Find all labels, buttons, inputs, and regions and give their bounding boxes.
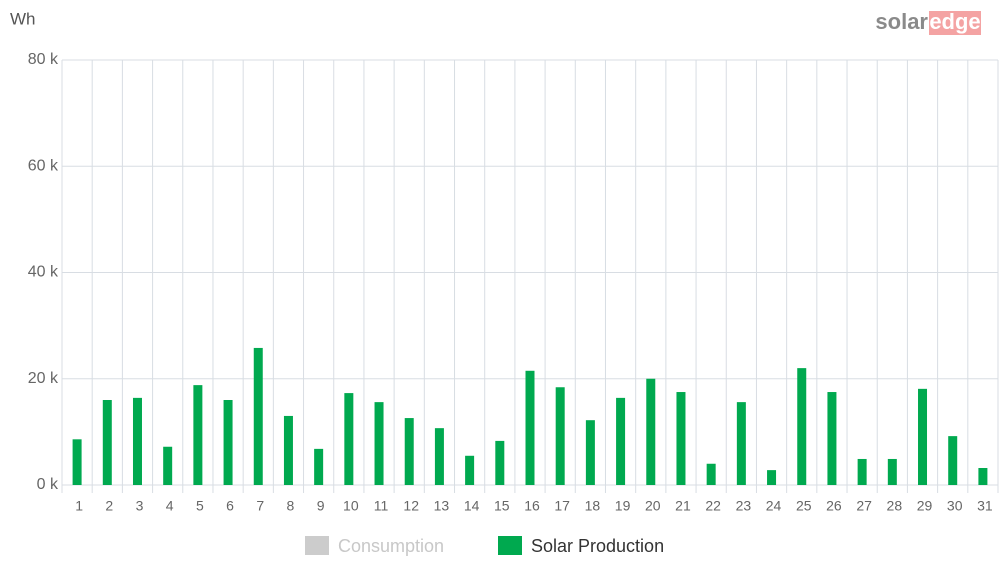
bar [706,463,716,485]
x-tick-label: 12 [403,498,419,514]
bar [283,415,293,485]
bar [616,397,626,485]
x-tick-label: 16 [524,498,540,514]
bar [978,468,988,485]
x-tick-label: 11 [374,498,389,514]
bar [676,392,686,485]
bar [314,448,324,485]
bar [404,418,414,485]
x-tick-label: 23 [736,498,752,514]
x-tick-label: 29 [917,498,933,514]
x-tick-label: 5 [196,498,204,514]
bar [646,378,656,485]
legend-label[interactable]: Solar Production [531,536,664,556]
bar [102,400,112,485]
bar [223,400,233,485]
x-tick-label: 25 [796,498,812,514]
x-tick-label: 27 [856,498,872,514]
y-tick-label: 40 k [28,264,59,281]
logo-right: edge [929,9,980,34]
bar [374,402,384,485]
bar [434,428,444,485]
bar [525,370,535,485]
bar [253,347,263,485]
x-tick-label: 30 [947,498,963,514]
x-tick-label: 7 [256,498,264,514]
bar [857,458,867,485]
legend-swatch [498,536,522,555]
x-tick-label: 2 [105,498,113,514]
y-axis-label: Wh [10,9,36,28]
legend-swatch [305,536,329,555]
x-tick-label: 17 [554,498,570,514]
y-tick-label: 20 k [28,370,59,387]
bar [827,392,837,485]
x-tick-label: 4 [166,498,174,514]
x-tick-label: 1 [75,498,83,514]
x-tick-label: 20 [645,498,661,514]
x-tick-label: 8 [287,498,295,514]
bar [948,436,958,485]
logo-box [929,11,981,35]
x-tick-label: 21 [675,498,691,514]
bar [163,446,173,485]
bar [555,387,565,485]
x-tick-label: 9 [317,498,325,514]
x-tick-label: 3 [136,498,144,514]
logo-left: solar [875,9,928,34]
bar [585,420,595,485]
bar [918,388,928,485]
logo: solar edge [875,9,981,35]
y-tick-label: 80 k [28,51,59,68]
x-tick-label: 18 [585,498,601,514]
x-tick-label: 10 [343,498,359,514]
y-tick-label: 0 k [37,476,59,493]
x-tick-label: 28 [887,498,903,514]
legend-label[interactable]: Consumption [338,536,444,556]
bar [767,470,777,485]
x-tick-label: 19 [615,498,631,514]
bar [193,385,203,485]
x-tick-label: 31 [977,498,993,514]
x-tick-label: 13 [434,498,450,514]
y-tick-label: 60 k [28,157,59,174]
x-tick-label: 24 [766,498,782,514]
bar [72,439,82,485]
bar [797,368,807,485]
bar [736,402,746,485]
bar [132,397,142,485]
x-tick-label: 14 [464,498,480,514]
x-tick-label: 15 [494,498,510,514]
x-tick-label: 22 [705,498,721,514]
bar [465,455,475,485]
bar [887,458,897,485]
bar [495,440,505,485]
x-tick-label: 6 [226,498,234,514]
x-tick-label: 26 [826,498,842,514]
bar [344,393,354,485]
